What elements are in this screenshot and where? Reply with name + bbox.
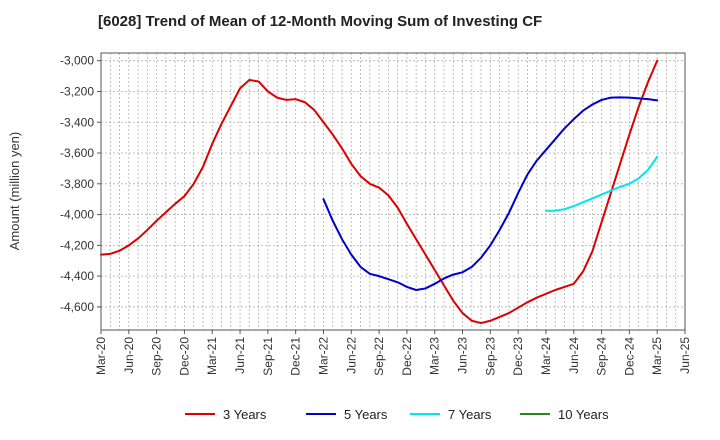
x-tick-label: Mar-20 xyxy=(94,337,108,375)
x-tick-label: Sep-20 xyxy=(150,337,164,376)
x-tick-label: Mar-21 xyxy=(205,337,219,375)
legend-label: 7 Years xyxy=(448,407,492,422)
y-tick-label: -3,200 xyxy=(60,84,94,98)
x-tick-label: Dec-20 xyxy=(177,337,191,376)
y-tick-label: -3,000 xyxy=(60,54,94,68)
x-tick-label: Mar-22 xyxy=(316,337,330,375)
x-tick-label: Mar-25 xyxy=(650,337,664,375)
y-tick-label: -4,400 xyxy=(60,269,94,283)
y-tick-label: -4,600 xyxy=(60,300,94,314)
x-tick-label: Dec-23 xyxy=(511,337,525,376)
x-tick-label: Jun-25 xyxy=(678,337,692,374)
x-tick-label: Jun-20 xyxy=(122,337,136,374)
x-tick-label: Jun-24 xyxy=(567,337,581,374)
legend: 3 Years 5 Years 7 Years 10 Years xyxy=(185,407,609,422)
grid xyxy=(101,53,685,330)
x-tick-label: Sep-23 xyxy=(483,337,497,376)
legend-label: 5 Years xyxy=(344,407,388,422)
x-tick-label: Sep-24 xyxy=(595,337,609,376)
y-tick-label: -4,000 xyxy=(60,208,94,222)
y-axis-ticks: -3,000 -3,200 -3,400 -3,600 -3,800 -4,000 -4,2… xyxy=(60,54,101,314)
plot-frame xyxy=(100,52,686,331)
y-axis-label: Amount (million yen) xyxy=(7,132,22,251)
x-tick-label: Mar-24 xyxy=(539,337,553,375)
x-tick-label: Sep-22 xyxy=(372,337,386,376)
x-tick-label: Dec-21 xyxy=(289,337,303,376)
x-tick-label: Jun-21 xyxy=(233,337,247,374)
y-tick-label: -3,600 xyxy=(60,146,94,160)
series-line-3-years xyxy=(100,59,659,325)
legend-label: 10 Years xyxy=(558,407,609,422)
series-layer xyxy=(100,59,659,325)
y-tick-label: -4,200 xyxy=(60,238,94,252)
x-tick-label: Sep-21 xyxy=(261,337,275,376)
x-tick-label: Mar-23 xyxy=(428,337,442,375)
x-tick-label: Jun-22 xyxy=(344,337,358,374)
x-axis-ticks: Mar-20 Jun-20 Sep-20 Dec-20 Mar-21 Jun-21 Sep-… xyxy=(94,330,692,376)
x-tick-label: Jun-23 xyxy=(456,337,470,374)
y-tick-label: -3,800 xyxy=(60,177,94,191)
legend-label: 3 Years xyxy=(223,407,267,422)
chart-title: [6028] Trend of Mean of 12-Month Moving … xyxy=(98,13,542,30)
series-line-5-years xyxy=(322,96,659,291)
series-line-7-years xyxy=(544,155,659,212)
x-tick-label: Dec-22 xyxy=(400,337,414,376)
y-tick-label: -3,400 xyxy=(60,115,94,129)
x-tick-label: Dec-24 xyxy=(622,337,636,376)
